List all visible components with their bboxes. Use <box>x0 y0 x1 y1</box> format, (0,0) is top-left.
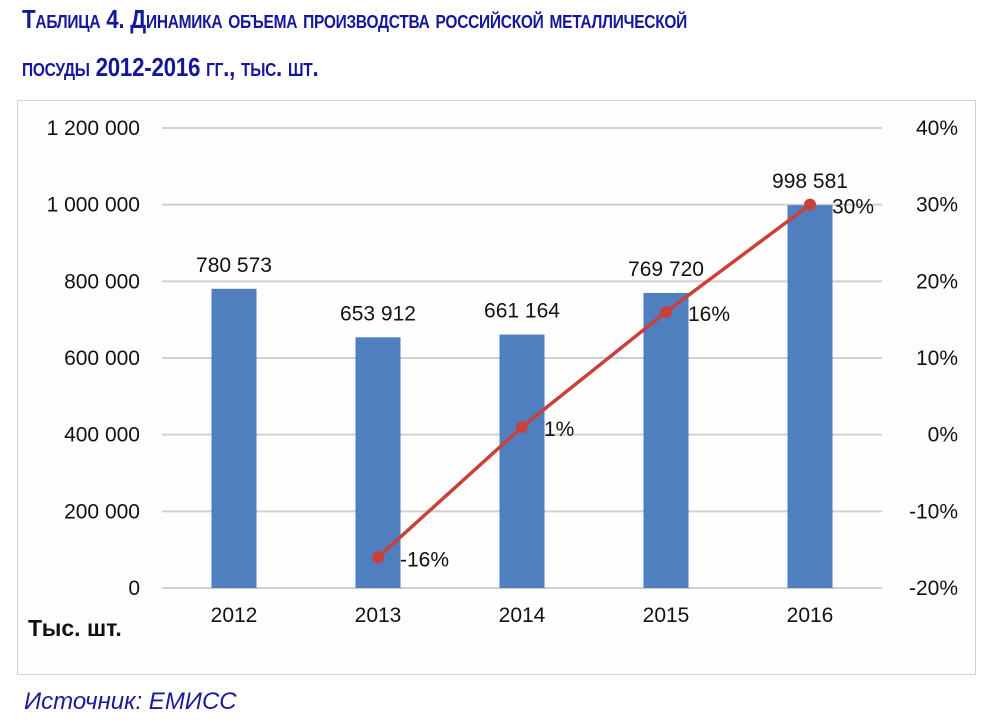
x-axis-tick-label: 2015 <box>643 604 690 627</box>
bar-2012 <box>211 288 257 588</box>
growth-value-label: 1% <box>544 418 574 441</box>
growth-line <box>376 203 812 559</box>
unit-label: Тыс. шт. <box>28 615 122 641</box>
bar-2016 <box>787 205 833 588</box>
growth-point <box>804 198 816 211</box>
y-axis-tick-label: 600 000 <box>64 347 140 370</box>
source-note: Источник: ЕМИСС <box>24 688 237 715</box>
bar-2015 <box>643 292 689 588</box>
y-axis-tick-label: 400 000 <box>64 424 140 447</box>
bar-value-label: 653 912 <box>340 302 416 325</box>
chart-title-line-2: посуды 2012-2016 гг., тыс. шт. <box>22 52 319 82</box>
bar-value-label: 769 720 <box>628 258 704 281</box>
y-axis-tick-label: 1 200 000 <box>47 117 140 140</box>
y-axis-tick-label: 1 000 000 <box>47 194 140 217</box>
y2-axis-tick-label: -10% <box>909 500 958 523</box>
growth-value-label: 16% <box>688 303 730 326</box>
y-axis-tick-label: 200 000 <box>64 500 140 523</box>
bar-2014 <box>499 334 545 588</box>
growth-point <box>660 306 672 318</box>
y2-axis-tick-label: 0% <box>928 424 958 447</box>
x-axis-tick-label: 2014 <box>499 604 546 627</box>
bar-value-label: 998 581 <box>772 170 848 193</box>
bar-2013 <box>355 337 401 588</box>
growth-value-label: -16% <box>400 548 449 571</box>
y-axis-tick-label: 800 000 <box>64 270 140 293</box>
growth-value-label: 30% <box>832 196 874 219</box>
growth-point <box>372 551 384 564</box>
y2-axis-tick-label: 10% <box>916 347 958 370</box>
growth-point <box>516 421 528 433</box>
x-axis-tick-label: 2016 <box>787 604 834 627</box>
x-axis-tick-label: 2013 <box>355 604 402 627</box>
y2-axis-tick-label: 20% <box>916 270 958 293</box>
y2-axis-tick-label: 30% <box>916 194 958 217</box>
y-axis-tick-label: 0 <box>128 577 140 600</box>
x-axis-tick-label: 2012 <box>211 604 258 627</box>
bar-value-label: 661 164 <box>484 300 560 323</box>
y2-axis-tick-label: 40% <box>916 117 958 140</box>
bar-value-label: 780 573 <box>196 254 272 277</box>
y2-axis-tick-label: -20% <box>909 577 958 600</box>
chart-title-line-1: Таблица 4. Динамика объема производства … <box>22 4 688 34</box>
